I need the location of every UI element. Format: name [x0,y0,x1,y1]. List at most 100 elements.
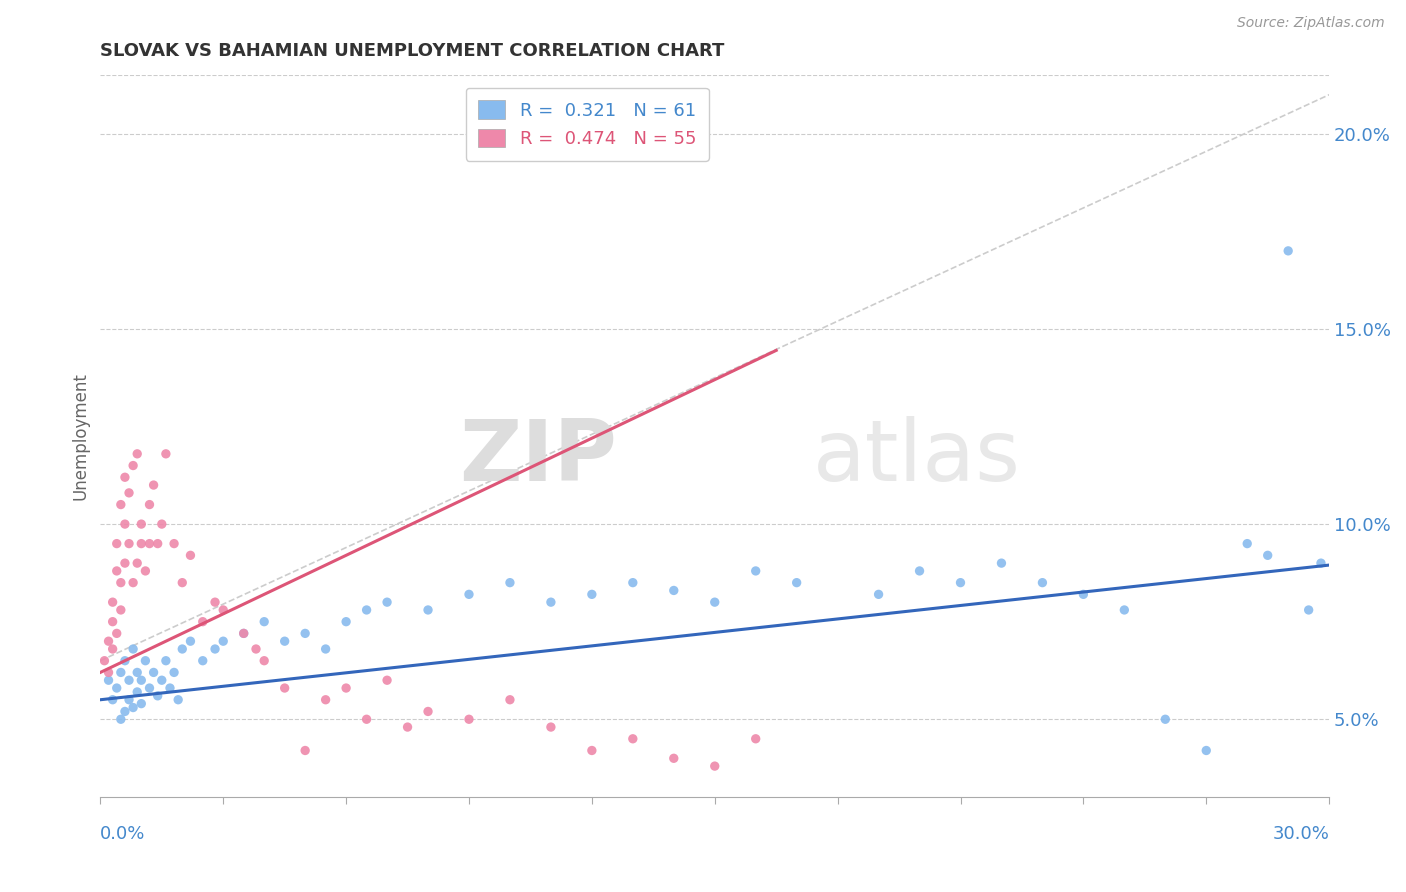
Point [1298,603,1320,617]
Point [131,536,153,550]
Point [114,556,136,570]
Point [294,743,316,757]
Point [232,626,254,640]
Point [150,517,173,532]
Point [191,654,214,668]
Point [101,642,124,657]
Point [245,642,267,657]
Point [122,642,145,657]
Point [540,720,562,734]
Point [101,595,124,609]
Point [118,536,141,550]
Point [204,642,226,657]
Point [127,685,149,699]
Point [146,689,169,703]
Text: Source: ZipAtlas.com: Source: ZipAtlas.com [1237,16,1385,30]
Point [499,692,522,706]
Point [172,642,194,657]
Point [179,634,201,648]
Point [335,615,357,629]
Point [458,712,481,726]
Point [127,556,149,570]
Y-axis label: Unemployment: Unemployment [72,372,89,500]
Point [122,458,145,473]
Point [356,603,378,617]
Point [142,665,165,680]
Text: SLOVAK VS BAHAMIAN UNEMPLOYMENT CORRELATION CHART: SLOVAK VS BAHAMIAN UNEMPLOYMENT CORRELAT… [100,42,724,60]
Point [1195,743,1218,757]
Point [114,705,136,719]
Point [110,603,132,617]
Point [1310,556,1333,570]
Point [122,575,145,590]
Point [786,575,808,590]
Point [356,712,378,726]
Point [93,654,115,668]
Point [110,665,132,680]
Point [134,564,156,578]
Text: ZIP: ZIP [458,417,616,500]
Text: 30.0%: 30.0% [1272,825,1329,843]
Point [581,587,603,601]
Point [416,705,439,719]
Point [1031,575,1053,590]
Point [315,692,337,706]
Point [949,575,972,590]
Point [335,681,357,695]
Point [101,692,124,706]
Point [138,536,160,550]
Point [581,743,603,757]
Point [744,564,766,578]
Point [155,447,177,461]
Point [621,575,644,590]
Point [744,731,766,746]
Point [167,692,190,706]
Point [232,626,254,640]
Point [1073,587,1095,601]
Point [131,697,153,711]
Point [253,615,276,629]
Point [1277,244,1299,258]
Point [105,681,128,695]
Point [212,634,235,648]
Point [375,673,398,688]
Point [662,583,685,598]
Point [134,654,156,668]
Point [105,536,128,550]
Point [114,654,136,668]
Point [1154,712,1177,726]
Text: 0.0%: 0.0% [100,825,146,843]
Point [138,681,160,695]
Point [416,603,439,617]
Point [253,654,276,668]
Point [118,486,141,500]
Point [97,673,120,688]
Point [703,759,725,773]
Point [110,575,132,590]
Point [163,536,186,550]
Point [110,498,132,512]
Point [1257,549,1279,563]
Point [273,681,295,695]
Point [110,712,132,726]
Point [163,665,186,680]
Point [990,556,1012,570]
Point [118,673,141,688]
Point [146,536,169,550]
Point [1114,603,1136,617]
Point [105,626,128,640]
Point [150,673,173,688]
Point [142,478,165,492]
Point [662,751,685,765]
Point [540,595,562,609]
Point [105,564,128,578]
Point [155,654,177,668]
Point [315,642,337,657]
Point [114,517,136,532]
Point [127,665,149,680]
Point [172,575,194,590]
Point [138,498,160,512]
Point [273,634,295,648]
Point [204,595,226,609]
Point [703,595,725,609]
